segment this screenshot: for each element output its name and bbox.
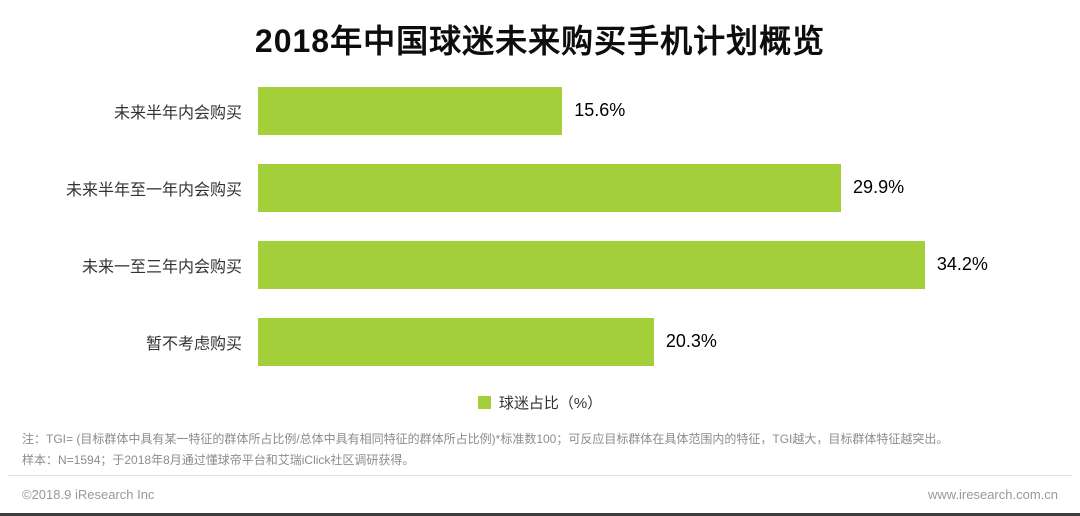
bar-track: 20.3% [258, 317, 1038, 366]
footnote-sample: 样本：N=1594；于2018年8月通过懂球帝平台和艾瑞iClick社区调研获得… [22, 453, 415, 467]
chart-title: 2018年中国球迷未来购买手机计划概览 [254, 23, 826, 59]
bar-row: 未来一至三年内会购买 34.2% [0, 226, 1038, 303]
bar-track: 29.9% [258, 163, 1038, 212]
footnotes: 注：TGI= (目标群体中具有某一特征的群体所占比例/总体中具有相同特征的群体所… [22, 429, 1058, 471]
footnote-tgi: 注：TGI= (目标群体中具有某一特征的群体所占比例/总体中具有相同特征的群体所… [22, 432, 949, 446]
value-label: 29.9% [853, 177, 905, 197]
chart-legend: 球迷占比（%） [0, 392, 1080, 413]
legend-color-swatch [477, 396, 491, 409]
category-label: 未来半年至一年内会购买 [65, 181, 242, 199]
bar [258, 317, 654, 366]
horizontal-bar-chart: 未来半年内会购买 15.6% 未来半年至一年内会购买 29.9% 未来一至三年内会购买 3… [0, 72, 1080, 380]
value-label: 15.6% [574, 100, 626, 120]
category-label: 未来半年内会购买 [113, 104, 242, 122]
bar-track: 15.6% [258, 86, 1038, 135]
value-label: 34.2% [936, 254, 988, 274]
bar [258, 240, 925, 289]
bar-row: 未来半年至一年内会购买 29.9% [0, 149, 1038, 226]
website-url: www.iresearch.com.cn [927, 487, 1058, 502]
bar-row: 未来半年内会购买 15.6% [0, 72, 1038, 149]
category-label: 未来一至三年内会购买 [81, 258, 242, 276]
page-footer: ©2018.9 iResearch Inc www.iresearch.com.… [8, 475, 1072, 513]
copyright-text: ©2018.9 iResearch Inc [22, 487, 155, 502]
bar-row: 暂不考虑购买 20.3% [0, 303, 1038, 380]
bar [258, 86, 563, 135]
value-label: 20.3% [665, 331, 717, 351]
category-label: 暂不考虑购买 [145, 335, 242, 353]
bar [258, 163, 842, 212]
legend-label: 球迷占比（%） [498, 395, 603, 412]
bar-track: 34.2% [258, 240, 1038, 289]
